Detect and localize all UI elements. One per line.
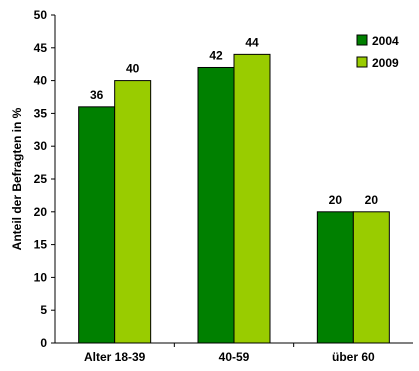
data-label-2009-40-59: 44 bbox=[245, 35, 259, 49]
x-category-label: 40-59 bbox=[219, 350, 250, 364]
y-tick-label: 45 bbox=[34, 41, 48, 55]
x-category-label: über 60 bbox=[332, 350, 375, 364]
legend-label-2004: 2004 bbox=[372, 34, 399, 48]
legend-swatch-2004 bbox=[356, 34, 368, 46]
y-tick-label: 40 bbox=[34, 74, 48, 88]
data-label-2004-40-59: 42 bbox=[209, 48, 223, 62]
y-tick-label: 25 bbox=[34, 172, 48, 186]
legend-swatch-2009 bbox=[356, 56, 368, 68]
bar-2009-40-59 bbox=[233, 53, 271, 344]
bar-2009-alter-18-39 bbox=[114, 80, 152, 344]
bar-2004-alter-18-39 bbox=[78, 106, 116, 344]
y-tick-label: 30 bbox=[34, 139, 48, 153]
bar-2004-40-59 bbox=[197, 66, 235, 344]
y-tick-label: 5 bbox=[40, 303, 47, 317]
data-label-2009-alter-18-39: 40 bbox=[126, 62, 140, 76]
data-label-2004-alter-18-39: 36 bbox=[90, 88, 104, 102]
legend-label-2009: 2009 bbox=[372, 56, 399, 70]
data-label-2009-ber-60: 20 bbox=[365, 193, 379, 207]
y-tick-label: 35 bbox=[34, 106, 48, 120]
y-tick-label: 50 bbox=[34, 8, 48, 22]
y-tick-label: 10 bbox=[34, 270, 48, 284]
y-tick-label: 0 bbox=[40, 336, 47, 350]
y-tick-label: 20 bbox=[34, 205, 48, 219]
data-label-2004-ber-60: 20 bbox=[329, 193, 343, 207]
bar-2009-ber-60 bbox=[352, 211, 390, 344]
y-axis-title: Anteil der Befragten in % bbox=[10, 107, 24, 250]
bar-2004-ber-60 bbox=[316, 211, 354, 344]
x-category-label: Alter 18-39 bbox=[84, 350, 146, 364]
y-tick-label: 15 bbox=[34, 238, 48, 252]
